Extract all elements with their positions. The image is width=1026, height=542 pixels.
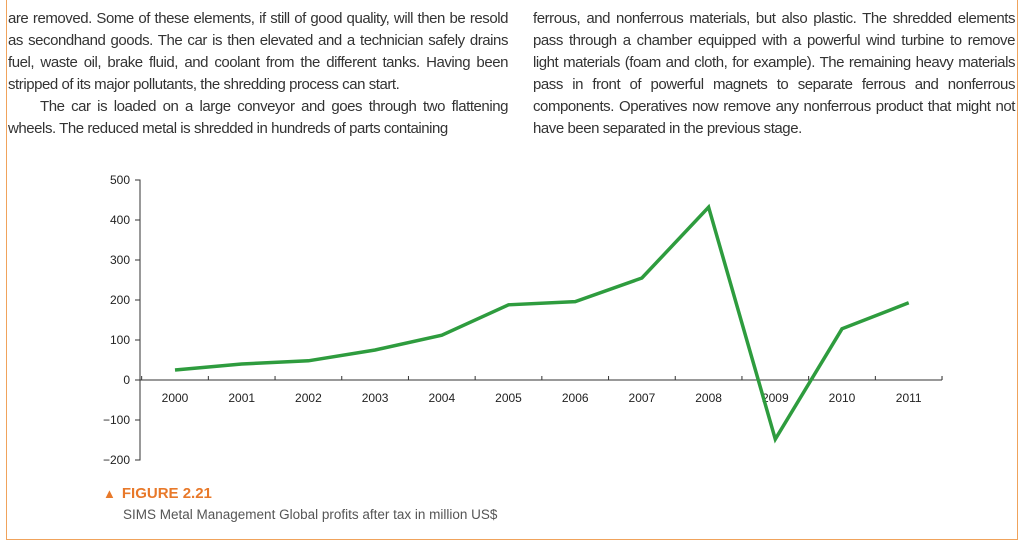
paragraph-3: ferrous, and nonferrous materials, but a…: [533, 10, 1015, 137]
text-column-right: ferrous, and nonferrous materials, but a…: [533, 8, 1015, 140]
y-tick-label: −200: [103, 453, 130, 467]
text-column-left: are removed. Some of these elements, if …: [8, 8, 508, 140]
y-tick-label: −100: [103, 413, 130, 427]
paragraph-1: are removed. Some of these elements, if …: [8, 10, 508, 93]
x-tick-label: 2002: [295, 391, 322, 405]
y-tick-label: 300: [110, 253, 130, 267]
x-tick-label: 2001: [228, 391, 255, 405]
x-tick-label: 2009: [762, 391, 789, 405]
x-tick-label: 2003: [362, 391, 389, 405]
x-tick-label: 2004: [428, 391, 455, 405]
figure-subtitle: SIMS Metal Management Global profits aft…: [123, 507, 498, 522]
x-tick-label: 2005: [495, 391, 522, 405]
x-tick-label: 2000: [162, 391, 189, 405]
x-tick-label: 2010: [829, 391, 856, 405]
series-line: [174, 203, 910, 444]
y-tick-label: 500: [110, 173, 130, 187]
x-tick-label: 2006: [562, 391, 589, 405]
x-tick-label: 2011: [896, 391, 922, 405]
y-axis-line: [136, 179, 141, 461]
y-tick-label: 200: [110, 293, 130, 307]
x-tick-label: 2008: [695, 391, 722, 405]
triangle-marker-icon: ▲: [103, 486, 116, 501]
y-tick-label: 0: [123, 373, 130, 387]
figure-frame: [6, 0, 1018, 540]
figure-caption: ▲ FIGURE 2.21 SIMS Metal Management Globa…: [103, 485, 497, 522]
figure-title: ▲ FIGURE 2.21: [103, 485, 497, 503]
figure-title-text: FIGURE 2.21: [121, 485, 212, 502]
y-tick-label: 100: [110, 333, 130, 347]
y-tick-label: 400: [110, 213, 130, 227]
paragraph-2: The car is loaded on a large conveyor an…: [8, 98, 508, 137]
x-tick-label: 2007: [629, 391, 656, 405]
